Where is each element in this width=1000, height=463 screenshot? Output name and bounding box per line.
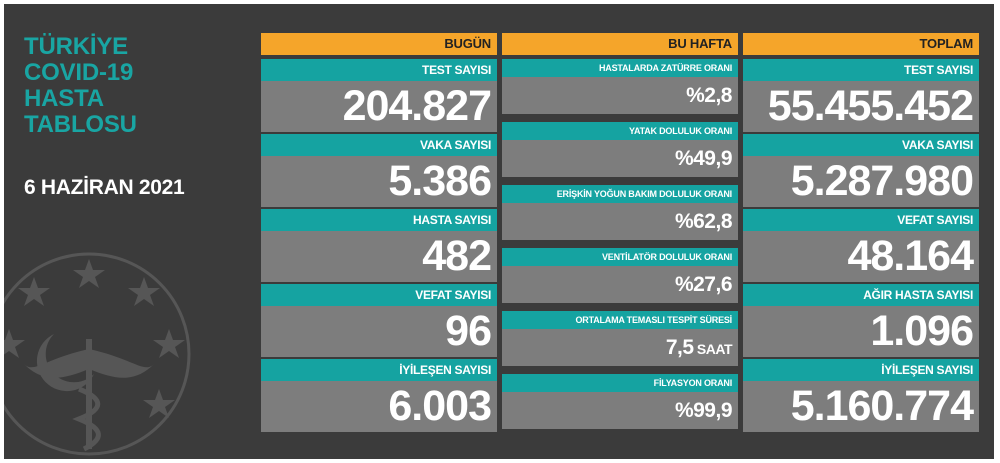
card-label: VEFAT SAYISI bbox=[743, 209, 979, 231]
total-death-card: VEFAT SAYISI 48.164 bbox=[743, 209, 979, 282]
card-value: 5.287.980 bbox=[743, 156, 979, 207]
ministry-emblem-icon bbox=[4, 252, 191, 456]
card-label: ERİŞKİN YOĞUN BAKIM DOLULUK ORANI bbox=[502, 185, 738, 203]
title-line: HASTA bbox=[24, 85, 104, 112]
card-label: FİLYASYON ORANI bbox=[502, 374, 738, 392]
card-value: 482 bbox=[261, 231, 497, 282]
today-case-card: VAKA SAYISI 5.386 bbox=[261, 134, 497, 207]
today-death-card: VEFAT SAYISI 96 bbox=[261, 284, 497, 357]
card-label: TEST SAYISI bbox=[261, 59, 497, 81]
today-recovered-card: İYİLEŞEN SAYISI 6.003 bbox=[261, 359, 497, 432]
card-value: %27,6 bbox=[502, 266, 738, 303]
value-number: %99,9 bbox=[674, 399, 733, 422]
card-label: VENTİLATÖR DOLULUK ORANI bbox=[502, 248, 738, 266]
week-filiation-card: FİLYASYON ORANI %99,9 bbox=[502, 374, 738, 429]
title-line: TÜRKİYE bbox=[24, 33, 128, 60]
week-bed-card: YATAK DOLULUK ORANI %49,9 bbox=[502, 122, 738, 177]
title-line: COVID-19 bbox=[24, 59, 134, 86]
card-label: İYİLEŞEN SAYISI bbox=[743, 359, 979, 381]
card-value: 7,5 SAAT bbox=[502, 329, 738, 366]
card-value: 1.096 bbox=[743, 306, 979, 357]
card-label: ORTALAMA TEMASLI TESPİT SÜRESİ bbox=[502, 311, 738, 329]
card-value: %2,8 bbox=[502, 77, 738, 114]
covid-table-board: TÜRKİYE COVID-19 HASTA TABLOSU 6 HAZİRAN… bbox=[4, 4, 994, 459]
total-case-card: VAKA SAYISI 5.287.980 bbox=[743, 134, 979, 207]
value-number: %49,9 bbox=[674, 147, 733, 170]
week-column: BU HAFTA HASTALARDA ZATÜRRE ORANI %2,8 Y… bbox=[502, 33, 738, 429]
value-number: %2,8 bbox=[686, 84, 732, 107]
card-label: VAKA SAYISI bbox=[261, 134, 497, 156]
card-value: 96 bbox=[261, 306, 497, 357]
card-label: VAKA SAYISI bbox=[743, 134, 979, 156]
today-test-card: TEST SAYISI 204.827 bbox=[261, 59, 497, 132]
card-value: 48.164 bbox=[743, 231, 979, 282]
value-number: %62,8 bbox=[674, 210, 733, 233]
today-patient-card: HASTA SAYISI 482 bbox=[261, 209, 497, 282]
total-test-card: TEST SAYISI 55.455.452 bbox=[743, 59, 979, 132]
card-value: 6.003 bbox=[261, 381, 497, 432]
card-value: 5.160.774 bbox=[743, 381, 979, 432]
week-pneumonia-card: HASTALARDA ZATÜRRE ORANI %2,8 bbox=[502, 59, 738, 114]
total-column: TOPLAM TEST SAYISI 55.455.452 VAKA SAYIS… bbox=[743, 33, 979, 432]
report-date: 6 HAZİRAN 2021 bbox=[24, 176, 185, 199]
card-value: %99,9 bbox=[502, 392, 738, 429]
title-line: TABLOSU bbox=[24, 111, 137, 138]
value-number: %27,6 bbox=[674, 273, 733, 296]
week-icu-card: ERİŞKİN YOĞUN BAKIM DOLULUK ORANI %62,8 bbox=[502, 185, 738, 240]
card-value: 55.455.452 bbox=[743, 81, 979, 132]
card-label: VEFAT SAYISI bbox=[261, 284, 497, 306]
week-contact-card: ORTALAMA TEMASLI TESPİT SÜRESİ 7,5 SAAT bbox=[502, 311, 738, 366]
card-label: HASTA SAYISI bbox=[261, 209, 497, 231]
card-value: %62,8 bbox=[502, 203, 738, 240]
value-number: 7,5 bbox=[665, 336, 694, 359]
card-value: %49,9 bbox=[502, 140, 738, 177]
today-column: BUGÜN TEST SAYISI 204.827 VAKA SAYISI 5.… bbox=[261, 33, 497, 432]
card-label: YATAK DOLULUK ORANI bbox=[502, 122, 738, 140]
total-severe-card: AĞIR HASTA SAYISI 1.096 bbox=[743, 284, 979, 357]
total-recovered-card: İYİLEŞEN SAYISI 5.160.774 bbox=[743, 359, 979, 432]
value-unit: SAAT bbox=[693, 341, 733, 357]
week-ventilator-card: VENTİLATÖR DOLULUK ORANI %27,6 bbox=[502, 248, 738, 303]
today-header: BUGÜN bbox=[261, 33, 497, 55]
week-header: BU HAFTA bbox=[502, 33, 738, 55]
total-header: TOPLAM bbox=[743, 33, 979, 55]
card-label: İYİLEŞEN SAYISI bbox=[261, 359, 497, 381]
card-label: AĞIR HASTA SAYISI bbox=[743, 284, 979, 306]
card-label: HASTALARDA ZATÜRRE ORANI bbox=[502, 59, 738, 77]
card-value: 5.386 bbox=[261, 156, 497, 207]
page-title: TÜRKİYE COVID-19 HASTA TABLOSU bbox=[24, 34, 204, 138]
card-label: TEST SAYISI bbox=[743, 59, 979, 81]
card-value: 204.827 bbox=[261, 81, 497, 132]
